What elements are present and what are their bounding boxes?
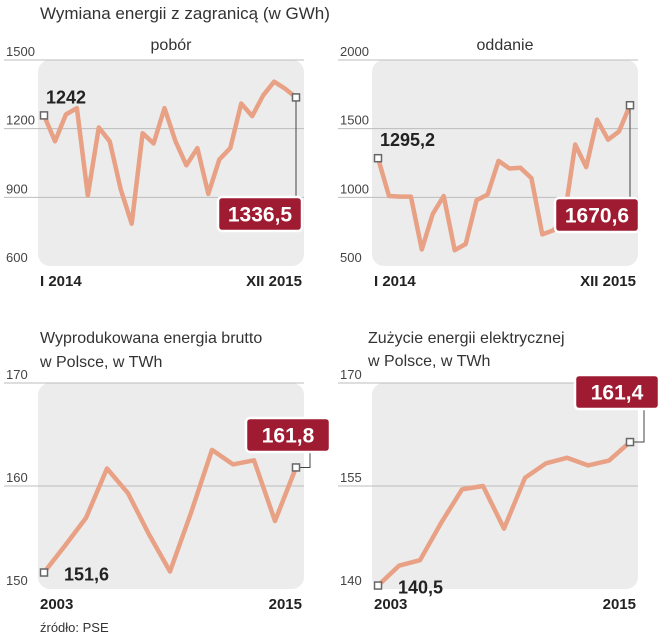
end-value-label: 161,8 (262, 425, 315, 448)
end-value-label: 161,4 (591, 382, 644, 405)
y-tick-label: 140 (340, 573, 362, 588)
y-tick-label: 600 (6, 250, 28, 265)
chart-3: Wyprodukowana energia brutto w Polsce, w … (4, 330, 332, 613)
series-line (41, 79, 299, 226)
start-point-marker (373, 581, 383, 590)
chart-subtitle: pobór (151, 37, 193, 54)
x-last-label: 2015 (603, 596, 636, 613)
end-point-marker (625, 100, 635, 110)
start-point-marker (39, 111, 49, 120)
end-value-badge (553, 196, 641, 234)
x-first-label: 2003 (374, 596, 407, 613)
start-value-label: 151,6 (64, 565, 109, 585)
x-last-label: XII 2015 (580, 273, 636, 290)
chart-subtitle: w Polsce, w TWh (39, 354, 162, 371)
chart-subtitle: Wyprodukowana energia brutto (40, 330, 262, 347)
end-point-marker (291, 463, 301, 472)
end-value-badge (216, 195, 304, 233)
end-point-marker (625, 437, 635, 447)
end-value-label: 1670,6 (565, 205, 629, 228)
chart-2: oddanie 500 1000 1500 2000 1295,2 1670,6 I 2014… (338, 37, 641, 290)
y-tick-label: 1200 (6, 113, 35, 128)
source-note: źródło: PSE (40, 620, 109, 635)
x-first-label: I 2014 (374, 273, 416, 290)
y-tick-label: 2000 (340, 44, 369, 59)
start-point-marker (39, 568, 49, 577)
start-value-label: 1242 (46, 87, 86, 107)
end-connector (630, 409, 645, 443)
end-value-label: 1336,5 (228, 204, 293, 227)
y-tick-label: 170 (6, 367, 28, 382)
x-first-label: I 2014 (40, 273, 82, 290)
series-line (375, 439, 633, 588)
x-last-label: 2015 (269, 596, 302, 613)
end-value-badge (573, 373, 661, 411)
end-point-marker (291, 93, 301, 102)
chart-4: Zużycie energii elektrycznej w Polsce, w… (338, 330, 661, 613)
y-tick-label: 500 (340, 250, 362, 265)
series-line (375, 102, 633, 253)
chart-subtitle: oddanie (477, 37, 534, 54)
chart-subtitle: w Polsce, w TWh (367, 353, 490, 370)
chart-1: pobór 600 900 1200 1500 1242 1336,5 I 2014 XII 2… (4, 37, 304, 290)
header-title: Wymiana energii z zagranicą (w GWh) (40, 4, 330, 23)
start-point-marker (373, 153, 383, 163)
y-tick-label: 1000 (340, 181, 369, 196)
y-tick-label: 1500 (340, 113, 369, 128)
series-line (41, 447, 299, 575)
y-tick-label: 1500 (6, 44, 35, 59)
y-tick-label: 170 (340, 367, 362, 382)
y-tick-label: 150 (6, 573, 28, 588)
y-tick-label: 900 (6, 181, 28, 196)
end-value-badge (244, 416, 332, 454)
end-connector (296, 452, 311, 468)
y-tick-label: 160 (6, 470, 28, 485)
start-value-label: 1295,2 (380, 130, 435, 150)
start-value-label: 140,5 (398, 578, 443, 598)
chart-subtitle: Zużycie energii elektrycznej (368, 330, 565, 347)
x-last-label: XII 2015 (246, 273, 302, 290)
x-first-label: 2003 (40, 596, 73, 613)
y-tick-label: 155 (340, 470, 362, 485)
